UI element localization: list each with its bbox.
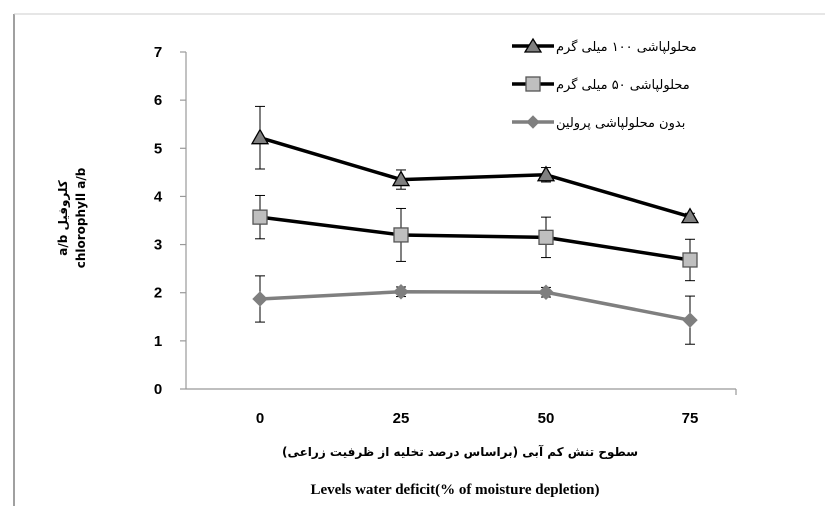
series-triangle <box>250 105 700 224</box>
x-axis-title-en: Levels water deficit(% of moisture deple… <box>311 482 600 498</box>
x-tick-label: 75 <box>682 410 699 427</box>
data-point-diamond <box>682 312 698 328</box>
y-axis-title-en: chlorophyll a/b <box>74 167 88 268</box>
y-tick-label: 2 <box>154 285 162 302</box>
data-point-triangle <box>391 170 411 187</box>
y-tick-label: 4 <box>154 188 163 205</box>
data-point-triangle <box>680 207 700 224</box>
series-diamond <box>252 275 698 345</box>
data-point-diamond <box>252 291 268 307</box>
legend: محلولپاشی ۱۰۰ میلی گرم محلولپاشی ۵۰ میلی… <box>512 37 697 131</box>
y-axis-title-fa: a/b کلروفیل <box>56 180 71 256</box>
series-layer <box>250 105 700 345</box>
legend-square-marker <box>525 76 541 92</box>
y-tick-label: 5 <box>154 140 162 157</box>
data-point-diamond <box>538 284 554 300</box>
legend-entry-no-proline: بدون محلولپاشی پرولین <box>512 115 685 131</box>
y-tick-label: 7 <box>154 44 162 61</box>
data-point-triangle <box>250 128 270 145</box>
data-point-diamond <box>393 284 409 300</box>
x-tick-label: 50 <box>538 410 555 427</box>
x-tick-label: 25 <box>393 410 410 427</box>
data-point-square <box>682 252 698 268</box>
x-tick-label: 0 <box>256 410 264 427</box>
series-line <box>259 215 691 262</box>
y-tick-label: 6 <box>154 92 162 109</box>
data-point-triangle <box>536 165 556 182</box>
legend-entry-100mg: محلولپاشی ۱۰۰ میلی گرم <box>512 37 697 55</box>
legend-triangle-marker <box>523 37 543 53</box>
data-point-square <box>393 227 409 243</box>
y-axis-ticks: 0 1 2 3 4 5 6 7 <box>154 44 186 398</box>
legend-label-100mg: محلولپاشی ۱۰۰ میلی گرم <box>556 39 697 55</box>
x-axis-title-fa: سطوح تنش کم آبی (براساس درصد تخلیه از ظر… <box>282 444 638 460</box>
data-point-square <box>252 209 268 225</box>
legend-diamond-marker <box>526 115 540 129</box>
y-tick-label: 0 <box>154 381 162 398</box>
legend-label-no-proline: بدون محلولپاشی پرولین <box>556 116 685 131</box>
data-point-square <box>538 229 554 246</box>
legend-label-50mg: محلولپاشی ۵۰ میلی گرم <box>556 77 690 93</box>
y-tick-label: 1 <box>154 333 162 350</box>
series-line <box>259 136 691 219</box>
x-axis-ticks: 0 25 50 75 <box>256 410 699 427</box>
y-tick-label: 3 <box>154 237 162 254</box>
series-line <box>259 290 691 322</box>
legend-entry-50mg: محلولپاشی ۵۰ میلی گرم <box>512 76 690 93</box>
series-square <box>252 194 698 282</box>
axes <box>185 52 737 395</box>
